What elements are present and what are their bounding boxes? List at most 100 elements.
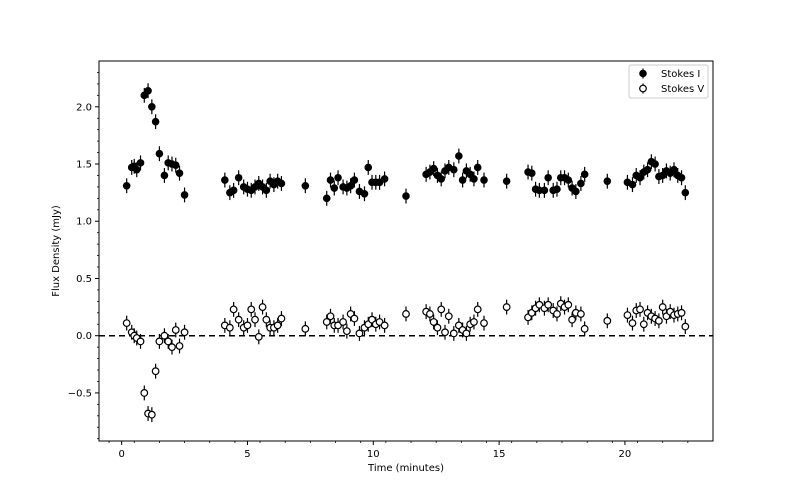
y-tick-label: 2.0 [76,102,92,113]
data-point [658,303,667,311]
series-group [122,83,690,423]
data-point [221,176,229,184]
data-point [480,319,488,328]
data-point [437,175,446,183]
series-stokes-i [122,83,690,206]
series-stokes-v [122,296,690,423]
data-point [301,324,310,333]
data-point [277,179,286,188]
data-point [677,308,686,317]
data-point [247,305,256,314]
data-point [450,165,458,174]
data-point [470,175,478,183]
data-point [462,329,471,338]
data-point [572,187,580,196]
data-point [628,319,637,328]
data-point [360,189,369,198]
data-point [180,191,189,199]
data-point [175,342,184,350]
data-point [350,176,359,184]
data-point [568,315,576,324]
data-point [258,303,267,311]
data-point [350,314,359,323]
data-point [433,323,442,332]
x-tick-label: 0 [118,449,124,460]
data-point [326,312,335,321]
y-tick-label: 1.0 [76,217,92,228]
data-point [380,175,389,183]
data-point [175,169,184,177]
tick-marks: 0 5 10 15 20 −0.5 0.0 0.5 1.0 1.5 2.0 [68,72,689,460]
data-point [122,319,131,328]
data-point [623,311,632,319]
data-point [444,312,453,321]
data-point [502,177,511,185]
data-point [580,324,589,333]
data-point [234,315,243,324]
x-tick-label: 15 [493,449,506,460]
data-point [654,316,663,325]
data-point [528,169,536,177]
data-point [628,180,637,189]
data-point [553,185,561,193]
data-point [553,310,561,318]
data-point [322,194,331,203]
data-point [339,318,347,326]
data-point [681,322,690,331]
data-point [540,186,549,195]
data-point [380,321,389,330]
data-point [603,177,612,185]
data-point [151,367,160,376]
data-point [262,315,271,324]
data-point [402,310,410,318]
data-point [577,179,585,188]
data-point [148,102,156,111]
data-point [502,303,511,311]
data-point [458,176,467,184]
data-point [480,176,488,184]
data-point [225,323,234,332]
data-point [330,184,339,192]
y-tick-label: 0.0 [76,331,92,342]
x-tick-label: 20 [619,449,632,460]
data-point [168,343,176,352]
x-tick-label: 10 [367,449,380,460]
data-point [136,159,145,167]
data-point [132,165,141,174]
data-point [136,337,145,346]
legend-label-stokes-v: Stokes V [661,84,704,95]
data-point [229,186,238,195]
data-point [229,305,238,314]
data-point [151,117,160,126]
data-point [473,305,482,314]
data-point [334,173,342,182]
data-point [603,316,612,325]
data-point [651,160,659,168]
data-point [147,410,156,419]
data-point [426,310,434,318]
data-point [122,181,131,190]
data-point [564,176,573,184]
data-point [144,86,152,95]
x-axis-label: Time (minutes) [367,463,444,474]
data-point [544,300,553,309]
data-point [576,310,585,318]
data-point [277,314,286,323]
legend-marker-stokes-v [639,84,647,93]
data-point [140,389,149,397]
data-point [455,152,463,160]
data-point [544,173,552,182]
data-point [355,329,364,338]
y-tick-label: 0.5 [76,274,92,285]
data-point [636,305,644,314]
data-point [470,318,478,326]
y-axis-label: Flux Density (mJy) [51,205,62,297]
data-point [342,327,351,336]
data-point [273,321,282,330]
data-point [449,329,458,338]
data-point [677,173,686,182]
data-point [564,300,573,309]
data-point [643,165,652,174]
data-point [243,321,252,330]
